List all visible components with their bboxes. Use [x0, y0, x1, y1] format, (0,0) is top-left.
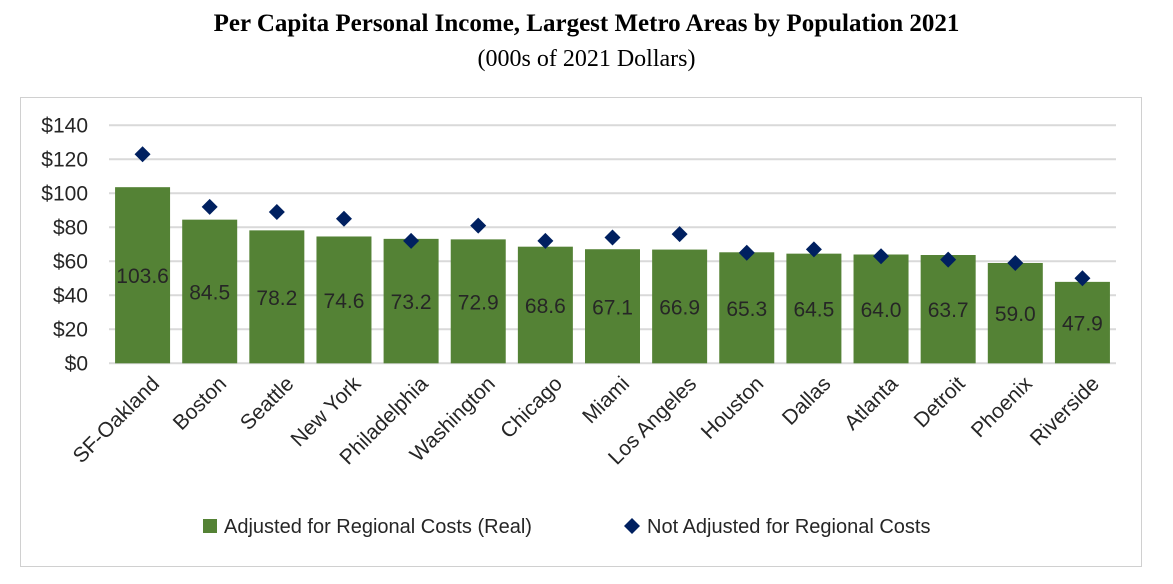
legend-diamond-swatch [624, 518, 640, 534]
bar [786, 253, 842, 364]
diamond-marker [873, 248, 890, 265]
bar [517, 246, 573, 364]
diamond-marker [134, 146, 151, 163]
y-tick-label: $0 [65, 352, 88, 375]
x-tick-label: Boston [169, 372, 232, 435]
bar-data-label: 64.0 [861, 299, 902, 322]
bar-data-label: 103.6 [116, 265, 169, 288]
chart-subtitle: (000s of 2021 Dollars) [477, 46, 696, 72]
x-tick-label: Detroit [910, 372, 970, 432]
bar-data-label: 65.3 [726, 298, 767, 321]
y-tick-label: $40 [53, 284, 88, 307]
bar-data-label: 66.9 [659, 296, 700, 319]
y-tick-label: $60 [53, 250, 88, 273]
bar-data-label: 59.0 [995, 303, 1036, 326]
legend-bar-swatch [203, 519, 217, 533]
bar [719, 252, 775, 364]
diamond-marker [335, 210, 352, 227]
bar [585, 249, 640, 364]
bar-data-label: 68.6 [525, 295, 566, 318]
x-tick-label: SF-Oakland [69, 372, 164, 467]
chart-title: Per Capita Personal Income, Largest Metr… [213, 10, 960, 37]
chart-frame [20, 97, 1142, 567]
bar-data-label: 64.5 [793, 298, 834, 321]
diamond-marker [403, 232, 420, 249]
y-tick-label: $120 [41, 148, 88, 171]
bar-data-label: 47.9 [1062, 313, 1103, 336]
diamond-marker [537, 232, 554, 249]
bar-data-label: 67.1 [592, 296, 633, 319]
bar [115, 187, 171, 364]
x-tick-label: Houston [697, 372, 769, 444]
bar [383, 238, 439, 364]
diamond-marker [1074, 270, 1091, 287]
bar-data-label: 72.9 [458, 291, 499, 314]
diamond-marker [268, 204, 285, 220]
bar [249, 230, 305, 364]
bar [987, 263, 1043, 364]
x-tick-label: Seattle [236, 372, 299, 435]
x-tick-label: Phoenix [967, 372, 1037, 442]
diamond-marker [470, 217, 487, 234]
bar [853, 254, 909, 364]
bar [920, 255, 976, 364]
bar [1054, 281, 1110, 364]
x-tick-label: Riverside [1026, 372, 1104, 450]
x-tick-label: Chicago [496, 372, 567, 443]
diamond-marker [738, 244, 755, 261]
bar [182, 219, 238, 364]
bar-data-label: 73.2 [391, 291, 432, 314]
diamond-marker [940, 251, 957, 268]
diamond-marker [201, 198, 218, 215]
x-tick-label: Dallas [778, 372, 836, 430]
x-tick-label: Miami [578, 372, 634, 428]
y-tick-label: $80 [53, 216, 88, 239]
diamond-marker [671, 226, 688, 243]
bar [652, 249, 708, 364]
bar-data-label: 74.6 [324, 290, 365, 313]
y-tick-label: $20 [53, 318, 88, 341]
y-tick-label: $140 [41, 114, 88, 137]
bar [450, 239, 506, 364]
x-tick-label: Atlanta [840, 372, 903, 435]
diamond-marker [604, 229, 621, 246]
legend-label: Adjusted for Regional Costs (Real) [224, 516, 532, 538]
bar-data-label: 78.2 [256, 287, 297, 310]
bar [316, 236, 372, 364]
diamond-marker [805, 241, 822, 258]
bar-data-label: 63.7 [928, 299, 969, 322]
y-tick-label: $100 [41, 182, 88, 205]
legend-label: Not Adjusted for Regional Costs [647, 516, 931, 538]
diamond-marker [1007, 255, 1024, 271]
bar-data-label: 84.5 [189, 281, 230, 304]
